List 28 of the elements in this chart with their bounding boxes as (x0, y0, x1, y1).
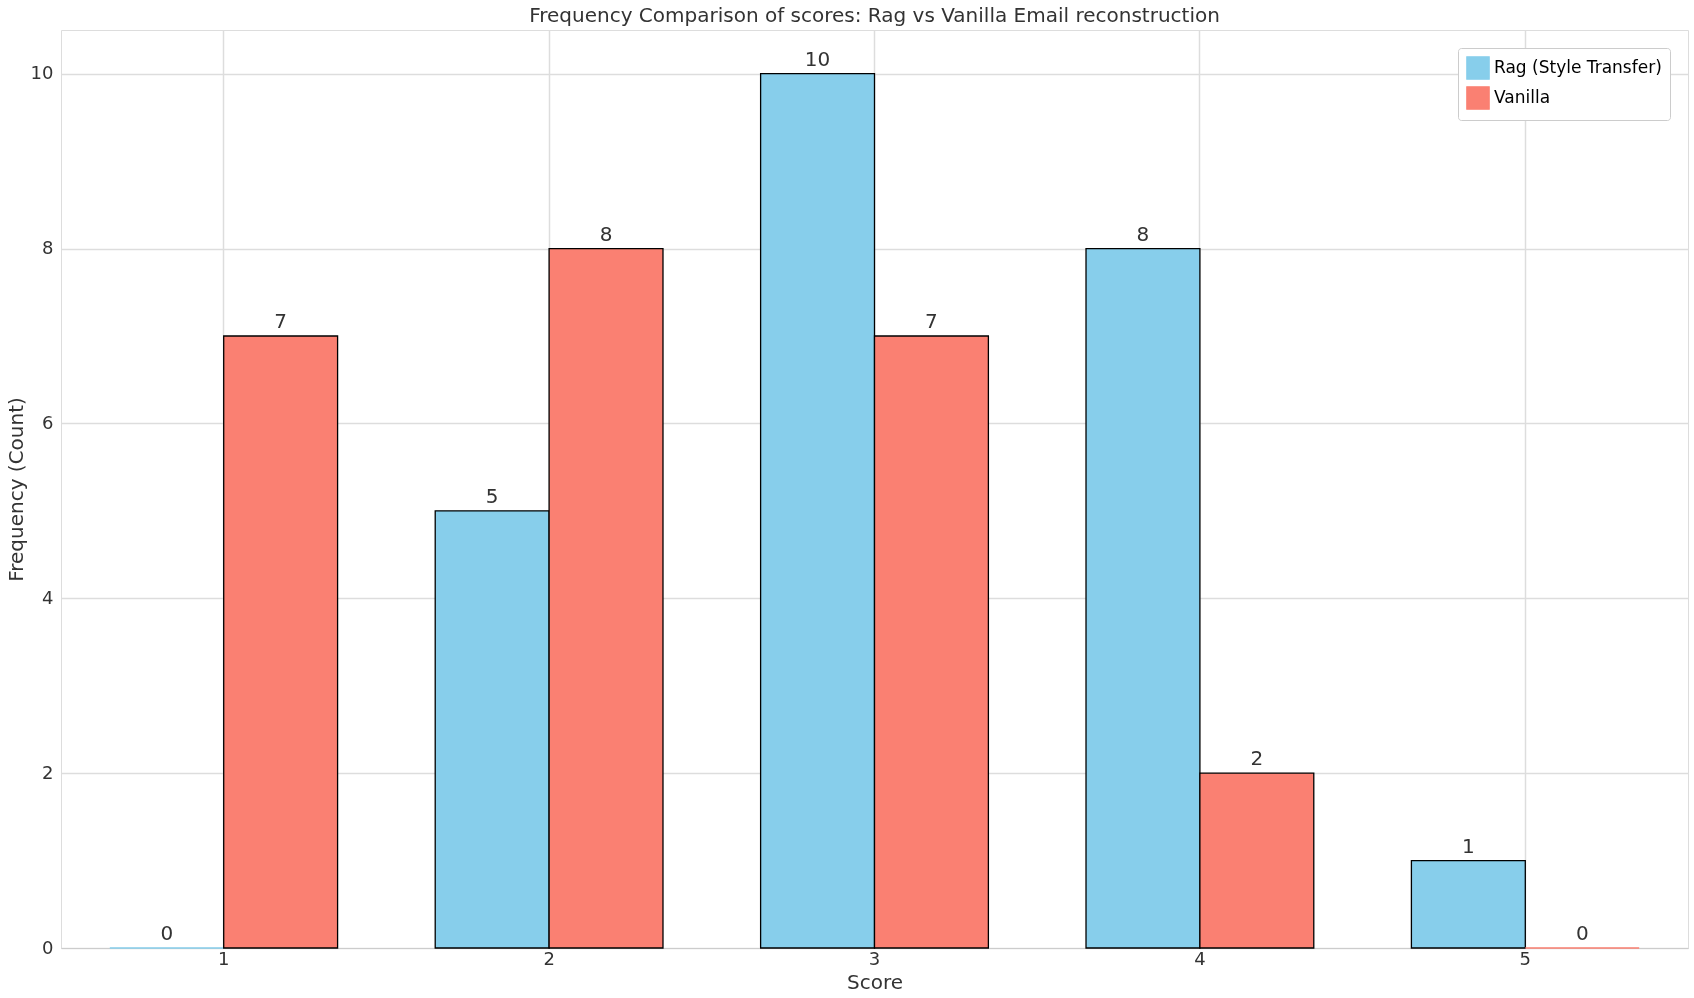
y-tick-label: 8 (42, 237, 54, 259)
y-tick-label: 2 (42, 761, 54, 783)
y-tick-label: 0 (42, 936, 54, 958)
x-axis-title: Score (846, 969, 904, 994)
legend-label: Vanilla (1494, 87, 1551, 107)
data-label: 8 (599, 221, 613, 246)
data-label: 7 (274, 309, 288, 333)
x-tick-label: 5 (1519, 947, 1532, 969)
data-label: 7 (925, 309, 938, 333)
y-axis-title: Frequency (Count) (3, 397, 28, 582)
data-label: 0 (1575, 921, 1589, 945)
data-label: 2 (1250, 746, 1264, 771)
x-tick-label: 2 (543, 947, 555, 969)
y-tick-label: 4 (42, 586, 54, 608)
chart-title: Frequency Comparison of scores: Rag vs Vanilla Email reconstruction (529, 3, 1220, 27)
legend-label: Rag (Style Transfer) (1494, 57, 1662, 77)
data-label: 10 (804, 46, 831, 71)
x-tick-label: 4 (1194, 947, 1206, 969)
y-tick-label: 6 (42, 411, 54, 433)
data-label: 0 (160, 921, 174, 945)
bar (223, 335, 339, 949)
bar (1410, 859, 1526, 949)
x-tick-label: 3 (868, 947, 881, 969)
y-tick-label: 10 (30, 62, 54, 84)
x-tick-label: 1 (217, 947, 230, 969)
data-label: 5 (485, 483, 499, 508)
data-label: 1 (1461, 833, 1475, 858)
data-label: 8 (1136, 221, 1150, 246)
